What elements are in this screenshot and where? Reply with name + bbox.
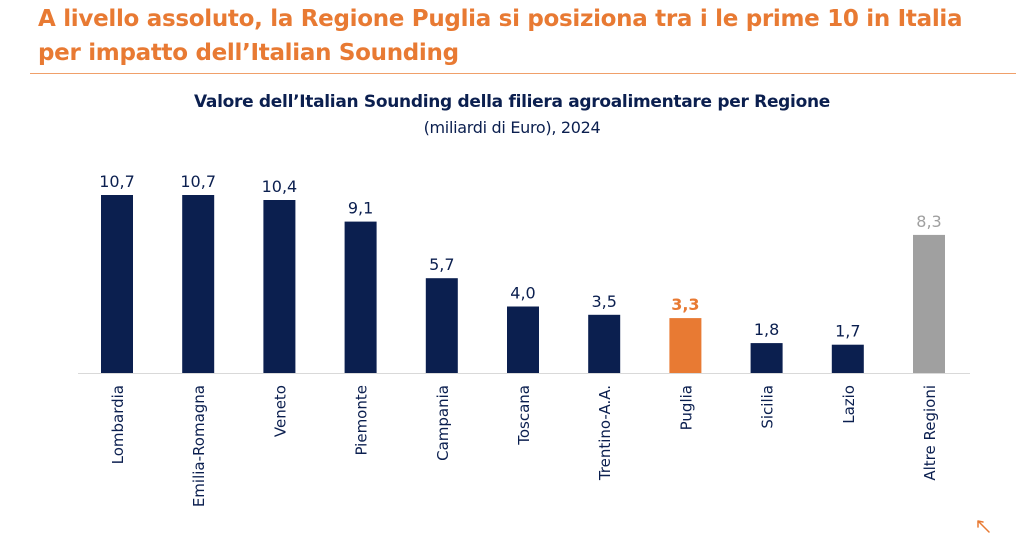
data-label-lombardia: 10,7 bbox=[99, 172, 135, 191]
category-label-lazio: Lazio bbox=[840, 385, 858, 424]
chart-title: Valore dell’Italian Sounding della filie… bbox=[194, 92, 830, 112]
data-label-trentino-a-a: 3,5 bbox=[591, 292, 616, 311]
bar-campania bbox=[425, 278, 458, 373]
data-label-toscana: 4,0 bbox=[510, 284, 535, 303]
category-label-puglia: Puglia bbox=[677, 385, 695, 430]
data-label-altre-regioni: 8,3 bbox=[916, 212, 941, 231]
bar-emilia-romagna bbox=[182, 195, 215, 373]
headline-line-1: A livello assoluto, la Regione Puglia si… bbox=[38, 6, 963, 32]
bar-puglia bbox=[669, 318, 702, 373]
category-label-toscana: Toscana bbox=[515, 385, 533, 446]
bar-sicilia bbox=[750, 343, 783, 373]
category-label-emilia-romagna: Emilia-Romagna bbox=[190, 385, 208, 507]
bar-veneto bbox=[263, 200, 296, 373]
category-label-sicilia: Sicilia bbox=[759, 385, 777, 429]
data-label-lazio: 1,7 bbox=[835, 322, 860, 341]
headline-divider bbox=[30, 73, 1016, 74]
data-label-campania: 5,7 bbox=[429, 255, 454, 274]
arrow-cursor-icon bbox=[977, 520, 990, 533]
category-labels-layer: Lombardia Emilia-Romagna Veneto Piemonte Cam… bbox=[109, 385, 939, 507]
data-label-veneto: 10,4 bbox=[262, 177, 298, 196]
category-label-campania: Campania bbox=[434, 385, 452, 461]
category-label-lombardia: Lombardia bbox=[109, 385, 127, 464]
bar-trentino-a-a bbox=[588, 314, 621, 373]
data-label-sicilia: 1,8 bbox=[754, 320, 779, 339]
data-label-piemonte: 9,1 bbox=[348, 199, 373, 218]
data-label-puglia: 3,3 bbox=[671, 295, 699, 314]
category-label-trentino-a-a: Trentino-A.A. bbox=[596, 385, 614, 481]
category-label-altre-regioni: Altre Regioni bbox=[921, 385, 939, 481]
data-label-emilia-romagna: 10,7 bbox=[180, 172, 216, 191]
category-label-veneto: Veneto bbox=[271, 385, 289, 437]
category-label-piemonte: Piemonte bbox=[353, 385, 371, 456]
chart-subtitle: (miliardi di Euro), 2024 bbox=[423, 118, 601, 137]
bars-layer bbox=[101, 195, 945, 373]
headline-line-2: per impatto dell’Italian Sounding bbox=[38, 40, 459, 66]
bar-toscana bbox=[507, 306, 539, 373]
data-labels-layer: 10,7 10,7 10,4 9,1 5,7 4,0 3,5 3,3 1,8 1,7 8,3 bbox=[99, 172, 942, 341]
bar-lombardia bbox=[101, 195, 133, 373]
bar-altre-regioni bbox=[913, 234, 945, 373]
slide-headline: A livello assoluto, la Regione Puglia si… bbox=[38, 2, 1018, 70]
bar-lazio bbox=[831, 344, 864, 373]
bar-piemonte bbox=[344, 221, 377, 373]
